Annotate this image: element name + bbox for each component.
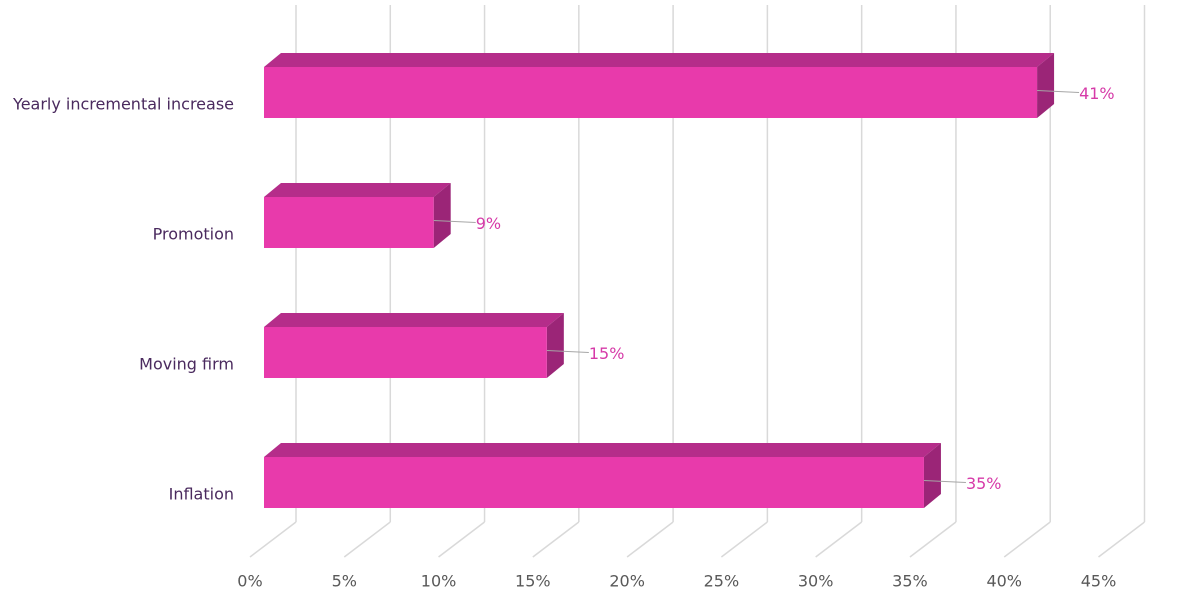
value-label: 35% [966,474,1002,493]
bar-side [546,313,564,378]
bar-top [264,183,451,197]
x-tick-label: 40% [986,572,1022,591]
value-label: 41% [1079,84,1115,103]
floor-line [343,521,391,558]
floor-line [626,521,674,558]
bar-top [264,443,941,457]
bar-top [264,53,1055,67]
leader-line [1037,90,1080,93]
bar [264,327,547,378]
y-tick-label: Yearly incremental increase [12,95,234,114]
x-tick-label: 35% [892,572,928,591]
floor-line [438,521,486,558]
x-tick-label: 45% [1081,572,1117,591]
x-tick-label: 25% [704,572,740,591]
floor-line [249,521,297,558]
floor-line [720,521,768,558]
y-tick-label: Promotion [153,225,234,244]
x-tick-label: 0% [237,572,262,591]
leader-line [923,480,966,483]
bar [264,67,1038,118]
y-tick-label: Inflation [169,485,234,504]
floor-line [1003,521,1051,558]
x-tick-label: 5% [332,572,357,591]
value-label: 15% [589,344,625,363]
bar-top [264,313,564,327]
x-tick-label: 30% [798,572,834,591]
floor-line [1098,521,1145,558]
bar [264,457,924,508]
bar-side [433,183,451,248]
bar [264,197,434,248]
bar-side [923,443,941,508]
value-label: 9% [476,214,501,233]
y-tick-label: Moving firm [139,355,234,374]
x-tick-label: 15% [515,572,551,591]
x-tick-label: 20% [609,572,645,591]
leader-line [546,350,589,353]
floor-line [532,521,580,558]
floor-line [815,521,863,558]
bar-side [1037,53,1055,118]
floor-line [909,521,957,558]
leader-line [433,220,476,223]
x-tick-label: 10% [421,572,457,591]
